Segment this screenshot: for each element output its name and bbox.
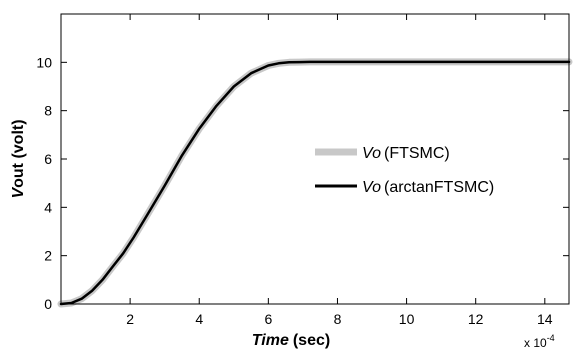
y-tick-label-10: 10 <box>36 54 52 70</box>
x-multiplier-base: x 10 <box>524 336 547 350</box>
plot-frame <box>60 13 570 305</box>
plot-lines <box>57 58 573 308</box>
x-tick-label-12: 12 <box>468 311 484 327</box>
y-axis-title: Vout (volt) <box>10 119 27 198</box>
legend-label-series-1-italic: Vo <box>362 145 381 162</box>
ticks: 2 4 6 8 10 12 14 0 2 4 6 8 10 <box>36 14 569 327</box>
x-tick-label-8: 8 <box>334 311 342 327</box>
x-tick-label-6: 6 <box>264 311 272 327</box>
y-tick-label-8: 8 <box>44 103 52 119</box>
legend-label-series-2-rest: (arctanFTSMC) <box>384 179 494 196</box>
x-multiplier: x 10-4 <box>524 333 555 350</box>
legend-label-series-2-italic: Vo <box>362 179 381 196</box>
x-axis-title: Time (sec) <box>252 332 330 349</box>
y-tick-label-2: 2 <box>44 248 52 264</box>
y-tick-label-6: 6 <box>44 151 52 167</box>
y-tick-label-4: 4 <box>44 199 52 215</box>
x-tick-label-4: 4 <box>195 311 203 327</box>
x-axis-title-italic: Time <box>252 332 289 349</box>
y-axis-title-italic: V <box>10 187 27 199</box>
legend-label-series-1-rest: (FTSMC) <box>384 145 450 162</box>
series-line-2 <box>59 60 571 306</box>
x-tick-label-10: 10 <box>399 311 415 327</box>
x-tick-label-2: 2 <box>126 311 134 327</box>
legend-label-series-2: Vo (arctanFTSMC) <box>362 179 494 196</box>
legend-label-series-1: Vo (FTSMC) <box>362 145 450 162</box>
y-tick-label-0: 0 <box>44 296 52 312</box>
legend: Vo (FTSMC) Vo (arctanFTSMC) <box>315 145 494 196</box>
y-axis-title-rest: out (volt) <box>10 119 27 187</box>
x-tick-label-14: 14 <box>537 311 553 327</box>
x-multiplier-exponent: -4 <box>547 333 555 343</box>
x-axis-title-rest: (sec) <box>293 332 330 349</box>
